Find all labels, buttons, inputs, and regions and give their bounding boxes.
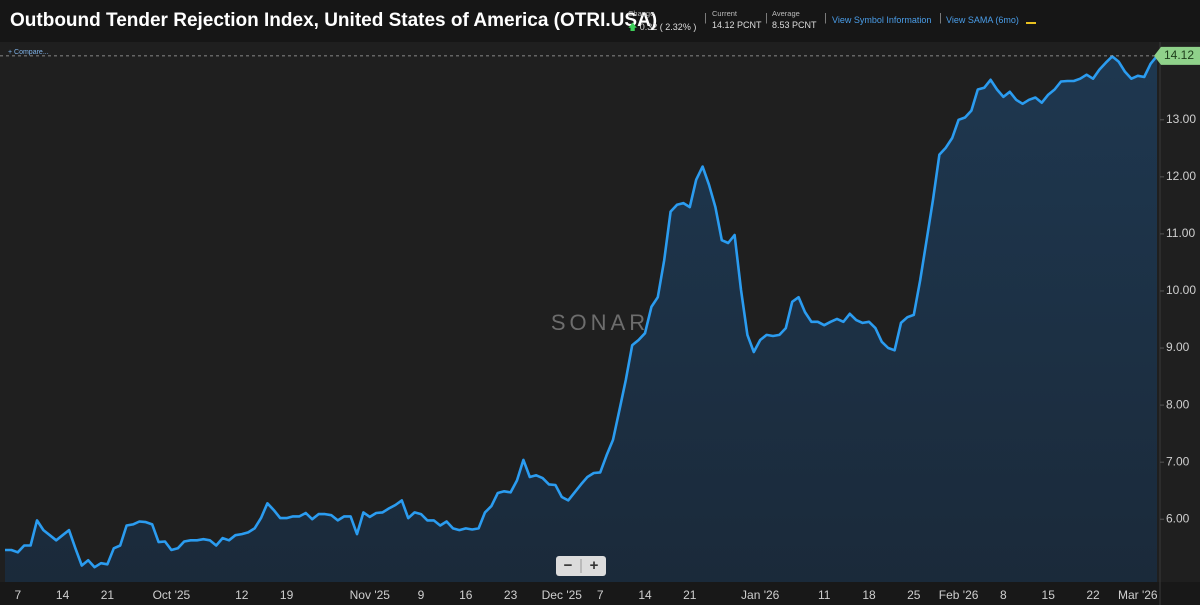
x-tick-label: 9 xyxy=(418,588,425,602)
header: Outbound Tender Rejection Index, United … xyxy=(0,0,1200,42)
x-tick-label: 16 xyxy=(459,588,473,602)
x-tick-label: 22 xyxy=(1086,588,1100,602)
x-tick-label: 14 xyxy=(638,588,652,602)
x-tick-label: 8 xyxy=(1000,588,1007,602)
current-label: Current xyxy=(712,9,738,18)
average-label: Average xyxy=(772,9,800,18)
x-tick-label: 7 xyxy=(14,588,21,602)
separator: | xyxy=(765,12,768,24)
y-tick-label: 13.00 xyxy=(1166,112,1196,126)
x-tick-label: 15 xyxy=(1042,588,1056,602)
y-tick-label: 11.00 xyxy=(1166,226,1195,240)
x-tick-label: Feb '26 xyxy=(939,588,979,602)
x-tick-label: 25 xyxy=(907,588,921,602)
x-tick-label: 19 xyxy=(280,588,294,602)
separator: | xyxy=(939,12,942,24)
up-arrow: 🡅 xyxy=(628,22,638,32)
y-tick-label: 9.00 xyxy=(1166,340,1190,354)
average-value: 8.53 PCNT xyxy=(772,20,817,30)
current-block: Current 14.12 PCNT xyxy=(712,9,762,30)
x-tick-label: Mar '26 xyxy=(1118,588,1158,602)
average-block: Average 8.53 PCNT xyxy=(772,9,817,30)
y-tick-label: 8.00 xyxy=(1166,397,1190,411)
x-tick-label: Nov '25 xyxy=(350,588,391,602)
current-value: 14.12 PCNT xyxy=(712,20,762,30)
chart: + Compare... SONAR 6.00 7.00 8.00 9.00 10.00… xyxy=(0,42,1200,605)
x-tick-label: 18 xyxy=(862,588,876,602)
x-tick-label: Jan '26 xyxy=(741,588,780,602)
x-tick-label: 23 xyxy=(504,588,518,602)
x-axis-band xyxy=(0,582,1200,605)
separator: | xyxy=(704,12,707,24)
plot: 6.00 7.00 8.00 9.00 10.00 11.00 12.00 13.00 7 14 2… xyxy=(0,46,1200,602)
x-tick-label: 12 xyxy=(235,588,249,602)
area-fill xyxy=(5,55,1157,582)
y-tick-label: 10.00 xyxy=(1166,283,1196,297)
last-value-badge xyxy=(1154,46,1200,65)
sama-link[interactable]: View SAMA (6mo) xyxy=(946,15,1019,25)
sama-icon xyxy=(1026,14,1036,24)
change-label: Change xyxy=(628,9,655,18)
y-tick-label: 12.00 xyxy=(1166,169,1196,183)
x-tick-label: Oct '25 xyxy=(153,588,191,602)
x-tick-label: 21 xyxy=(101,588,115,602)
zoom-in[interactable]: + xyxy=(590,557,599,574)
chart-title: Outbound Tender Rejection Index, United … xyxy=(10,10,658,31)
y-tick-label: 7.00 xyxy=(1166,454,1190,468)
symbol-info-link[interactable]: View Symbol Information xyxy=(832,15,932,25)
x-tick-label: 21 xyxy=(683,588,697,602)
zoom-out[interactable]: − xyxy=(564,557,573,574)
x-tick-label: 7 xyxy=(597,588,604,602)
x-tick-label: 11 xyxy=(818,588,831,602)
compare-button[interactable]: + Compare... xyxy=(8,49,49,56)
x-tick-label: Dec '25 xyxy=(542,588,583,602)
x-tick-label: 14 xyxy=(56,588,70,602)
change-block: Change 🡅 0.32 ( 2.32% ) xyxy=(628,9,696,36)
change-value: 0.32 ( 2.32% ) xyxy=(639,22,697,32)
series-line xyxy=(5,55,1159,569)
watermark: SONAR xyxy=(551,310,649,335)
separator: | xyxy=(824,12,827,24)
last-value-label: 14.12 xyxy=(1164,48,1194,62)
y-tick-label: 6.00 xyxy=(1166,511,1190,525)
